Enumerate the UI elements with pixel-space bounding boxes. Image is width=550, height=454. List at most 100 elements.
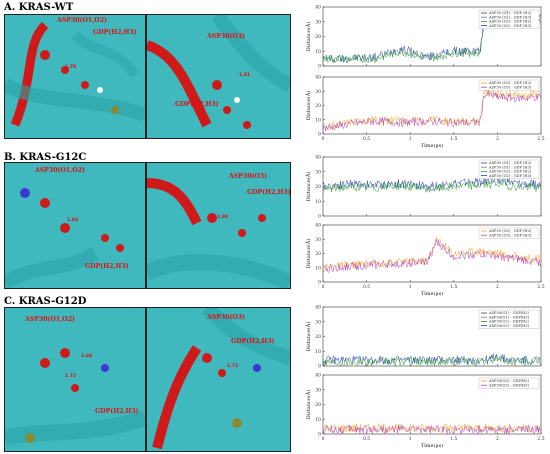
legend-entry: ASP30 (O2) : GDP (H3) [488,24,532,28]
distance-label: 1.81 [239,73,251,78]
y-tick-label: 0 [318,280,321,286]
distance-label: 1.72 [227,364,239,369]
y-tick-label: 0 [318,132,321,138]
x-tick-label: 2.5 [537,284,544,290]
x-tick-label: 0.5 [363,136,370,142]
legend-entry: ASP30 (O3) : GDP (H3) [488,233,532,237]
legend-box [478,9,540,29]
y-tick-label: 30 [315,19,321,25]
legend-entry: ASP30(O1) - GDP(H3) [488,315,530,319]
molecule-image-a-left: ASP30(O1,O2) GDP(H2,H3) 1.78 [4,14,146,139]
plot-b-top: 0 10 20 30 40 Distance(Å) ASP30 (O1) : GDP (H2… [304,154,545,220]
legend-entry: ASP30 (O3) : GDP (H3) [488,85,532,89]
plot-a-bottom: 0 10 20 30 40 Distance(Å) 0 0.5 1 1.5 2 2.5 Time(μs)… [304,74,545,150]
y-tick-label: 0 [318,432,321,438]
distance-label: 1.78 [65,65,77,70]
x-tick-label: 2.5 [537,436,544,442]
label-asp30-o1o2: ASP30(O1,O2) [57,17,107,24]
plot-c-top: 0 10 20 30 40 Distance(Å) ASP30(O1) - GDP(H2) A… [304,304,545,370]
legend-entry: ASP30 (O1) : GDP (H2) [488,161,532,165]
y-tick-label: 30 [315,387,321,393]
y-axis-label: Distance(Å) [304,322,312,352]
chart-svg: 0 10 20 30 40 Distance(Å) 0 0.5 1 1.5 2 2.5 Time(μs)… [304,373,545,450]
chart-svg: 0 10 20 30 40 Distance(Å) 0 0.5 1 1.5 2 2.5 Time(μs)… [304,75,545,150]
label-gdp-h2h3: GDP(H2,H3) [95,408,139,415]
panel-title-b: B. KRAS-G12C [4,152,87,163]
y-tick-label: 20 [315,34,321,40]
y-axis-label: Distance(Å) [304,22,312,52]
label-gdp-h2h3: GDP(H2,H3) [85,263,129,270]
legend-entry: ASP30(O3) - GDP(H3) [488,383,530,387]
legend-box [478,79,540,91]
y-tick-label: 20 [315,103,321,109]
y-tick-label: 10 [315,265,321,271]
label-asp30-o3: ASP30(O3) [207,33,246,40]
legend-entry: ASP30 (O2) : GDP (H2) [488,20,532,24]
y-tick-label: 40 [315,305,321,311]
y-axis-label: Distance(Å) [304,91,312,121]
legend-entry: ASP30 (O1) : GDP (H3) [488,165,532,169]
y-tick-label: 20 [315,184,321,190]
molecule-image-c-left: ASP30(O1,O2) GDP(H2,H3) 1.68 1.72 [4,307,146,452]
x-tick-label: 2 [496,436,499,442]
y-tick-label: 30 [315,89,321,95]
x-tick-label: 1.5 [450,284,457,290]
chart-svg: 0 10 20 30 40 Distance(Å) ASP30 (O1) : GDP (H2… [304,5,542,70]
label-asp30-o1o2: ASP30(O1,O2) [25,316,75,323]
molecule-image-b-right: ASP30(O3) GDP(H2,H3) 1.98 [146,162,291,289]
distance-label: 1.98 [217,215,229,220]
y-tick-label: 40 [315,155,321,161]
panel-title-a: A. KRAS-WT [4,2,74,13]
y-tick-label: 40 [315,373,321,379]
x-tick-label: 2 [496,284,499,290]
series-line [322,239,542,273]
chart-svg: 0 10 20 30 40 Distance(Å) 0 0.5 1 1.5 2 2.5 Time(μs)… [304,223,545,298]
x-tick-label: 0 [322,136,325,142]
y-axis-label: Distance(Å) [304,172,312,202]
label-gdp-h2h3: GDP(H2,H3) [231,338,275,345]
y-tick-label: 10 [315,417,321,423]
label-asp30-o3: ASP30(O3) [229,173,268,180]
x-tick-label: 0.5 [363,284,370,290]
label-gdp-h2h3: GDP(H2,H3) [175,101,219,108]
panel-title-c: C. KRAS-G12D [4,296,87,307]
legend-entry: ASP30 (O3) : GDP (H2) [488,81,532,85]
y-tick-label: 40 [315,223,321,229]
x-tick-label: 1.5 [450,436,457,442]
label-asp30-o1o2: ASP30(O1,O2) [35,167,85,174]
x-tick-label: 0 [322,284,325,290]
x-tick-label: 1 [409,284,412,290]
x-tick-label: 0 [322,436,325,442]
legend-box [478,309,540,329]
x-axis-label: Time(μs) [421,290,443,297]
y-tick-label: 10 [315,117,321,123]
x-tick-label: 1.5 [450,136,457,142]
y-tick-label: 0 [318,64,321,70]
x-tick-label: 0.5 [363,436,370,442]
y-tick-label: 10 [315,349,321,355]
plot-c-bottom: 0 10 20 30 40 Distance(Å) 0 0.5 1 1.5 2 2.5 Time(μs)… [304,372,545,450]
legend-entry: ASP30(O2) - GDP(H3) [488,324,530,328]
y-tick-label: 30 [315,319,321,325]
label-gdp-h2h3: GDP(H2,H3) [247,189,291,196]
legend-entry: ASP30(O2) - GDP(H2) [488,320,530,324]
x-tick-label: 1 [409,436,412,442]
x-tick-label: 1 [409,136,412,142]
y-axis-label: Distance(Å) [304,390,312,420]
legend-entry: ASP30 (O1) : GDP (H2) [488,11,532,15]
y-tick-label: 30 [315,237,321,243]
legend-entry: ASP30 (O2) : GDP (H2) [488,170,532,174]
legend-entry: ASP30(O1) - GDP(H2) [488,311,530,315]
x-axis-label: Time(μs) [421,142,443,149]
series-line [322,353,542,366]
y-tick-label: 10 [315,49,321,55]
distance-label: 1.72 [65,374,77,379]
legend-box [478,377,540,389]
label-gdp-h2h3: GDP(H2,H3) [93,29,137,36]
molecule-image-c-right: ASP30(O3) GDP(H2,H3) 1.72 [146,307,291,452]
chart-svg: 0 10 20 30 40 Distance(Å) ASP30 (O1) : GDP (H2… [304,155,542,220]
legend-entry: ASP30 (O1) : GDP (H3) [488,15,532,19]
molecule-image-b-left: ASP30(O1,O2) GDP(H2,H3) 1.84 [4,162,146,289]
y-tick-label: 20 [315,334,321,340]
